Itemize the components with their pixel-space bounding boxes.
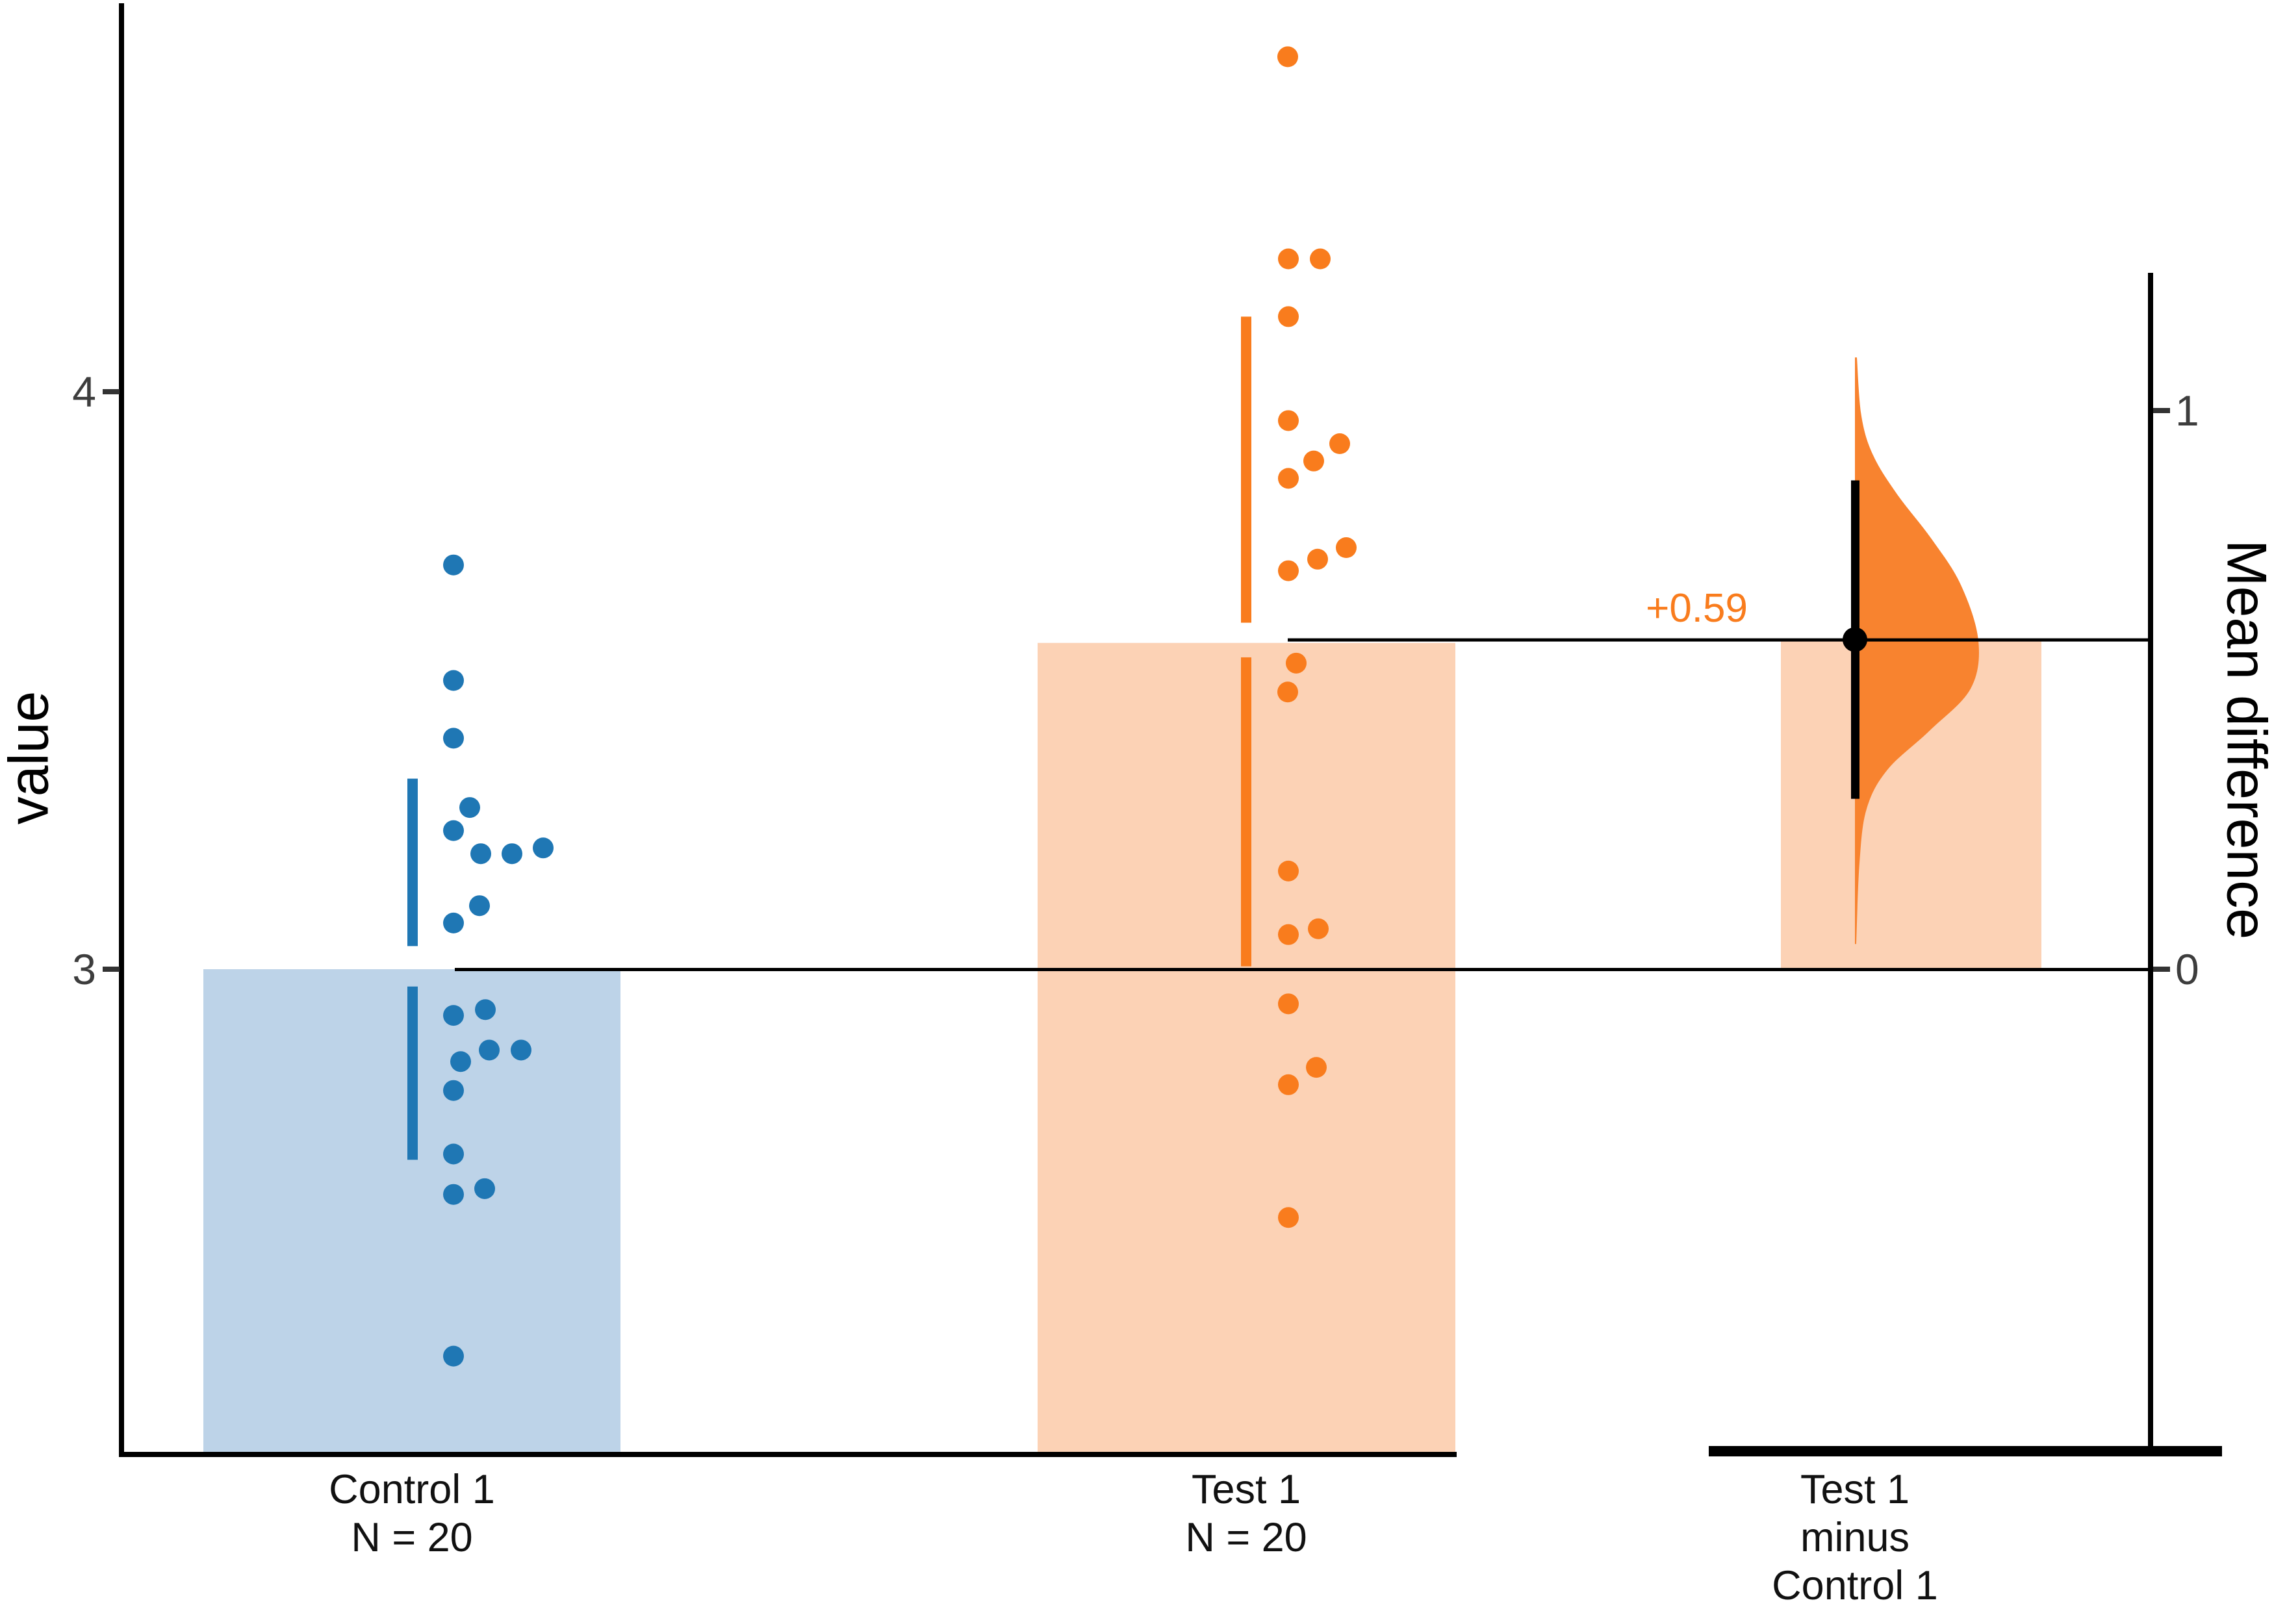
control-data-point xyxy=(469,895,490,917)
control-data-point xyxy=(443,1080,464,1101)
test-data-point xyxy=(1336,537,1357,559)
test-group-n: N = 20 xyxy=(1185,1515,1307,1560)
right-tick-mark-0 xyxy=(2153,967,2170,972)
control-data-point xyxy=(443,1184,464,1205)
control-data-point xyxy=(443,820,464,841)
control-data-point xyxy=(443,728,464,749)
zero-difference-line xyxy=(455,968,2153,971)
bootstrap-violin xyxy=(1855,357,1979,945)
diff-group-line1: Test 1 xyxy=(1800,1467,1910,1512)
control-group-n: N = 20 xyxy=(351,1515,473,1560)
test-gapped-line-segment-1 xyxy=(1241,316,1251,623)
test-data-point xyxy=(1278,410,1299,431)
left-tick-mark-4 xyxy=(103,389,120,394)
left-axis-title: value xyxy=(0,691,60,825)
difference-axis-underline xyxy=(1709,1446,2222,1456)
test-group-name: Test 1 xyxy=(1191,1467,1301,1512)
test-data-point xyxy=(1307,548,1328,570)
test-data-point xyxy=(1277,681,1298,703)
right-axis-title: Mean difference xyxy=(2215,539,2274,940)
diff-group-line2: minus xyxy=(1800,1515,1910,1560)
x-label-difference-group: Test 1 minus Control 1 xyxy=(1654,1465,2056,1610)
effect-size-line xyxy=(1288,638,2153,642)
test-data-point xyxy=(1278,306,1299,327)
left-tick-label-3: 3 xyxy=(72,945,96,993)
left-y-axis-spine xyxy=(119,3,124,1457)
test-data-point xyxy=(1278,560,1299,581)
x-label-control-group: Control 1 N = 20 xyxy=(211,1465,613,1562)
test-data-point xyxy=(1306,1057,1327,1078)
left-tick-label-4: 4 xyxy=(72,368,96,416)
test-data-point xyxy=(1308,918,1329,939)
control-data-point xyxy=(470,843,491,865)
control-data-point xyxy=(475,999,496,1021)
right-tick-label-1: 1 xyxy=(2175,387,2199,435)
control-data-point xyxy=(443,1143,464,1165)
control-data-point xyxy=(533,837,554,859)
control-data-point xyxy=(443,554,464,576)
test-data-point xyxy=(1278,860,1299,882)
test-data-point xyxy=(1278,468,1299,489)
test-data-point xyxy=(1278,993,1299,1015)
mean-difference-dot xyxy=(1843,627,1867,652)
test-gapped-line-segment-2 xyxy=(1241,657,1251,967)
control-data-point xyxy=(450,1051,471,1072)
control-data-point xyxy=(474,1178,495,1199)
right-tick-label-0: 0 xyxy=(2175,945,2199,993)
test-data-point xyxy=(1303,450,1324,472)
test-data-point xyxy=(1310,248,1331,270)
control-data-point xyxy=(443,1345,464,1367)
control-data-point xyxy=(443,912,464,933)
control-data-point xyxy=(443,1005,464,1026)
control-data-point xyxy=(502,843,522,865)
x-label-test-group: Test 1 N = 20 xyxy=(1045,1465,1448,1562)
test-data-point xyxy=(1329,433,1350,455)
x-axis-spine xyxy=(119,1452,1457,1457)
effect-size-label: +0.59 xyxy=(1646,585,1748,631)
control-gapped-line-segment-1 xyxy=(407,778,418,946)
test-data-point xyxy=(1278,1074,1299,1095)
right-tick-mark-1 xyxy=(2153,408,2170,413)
diff-group-line3: Control 1 xyxy=(1772,1563,1938,1608)
control-data-point xyxy=(459,797,480,818)
test-data-point xyxy=(1286,652,1307,674)
control-data-point xyxy=(443,670,464,691)
control-group-name: Control 1 xyxy=(329,1467,495,1512)
control-data-point xyxy=(511,1039,531,1061)
test-data-point xyxy=(1277,46,1298,68)
left-tick-mark-3 xyxy=(103,967,120,972)
control-data-point xyxy=(479,1039,500,1061)
test-data-point xyxy=(1278,924,1299,945)
test-data-point xyxy=(1278,1207,1299,1228)
control-gapped-line-segment-2 xyxy=(407,986,418,1160)
right-y-axis-spine xyxy=(2148,273,2153,1456)
test-data-point xyxy=(1278,248,1299,270)
